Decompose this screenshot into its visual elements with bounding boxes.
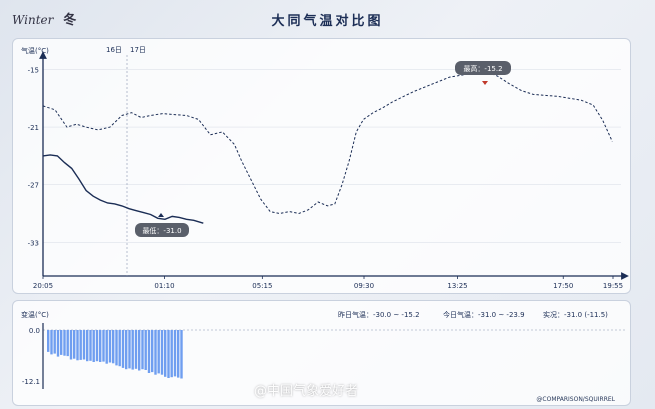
y-tick-label: -21 bbox=[28, 124, 39, 132]
change-bar bbox=[69, 330, 73, 360]
max-label-box bbox=[455, 61, 511, 75]
change-bar bbox=[157, 330, 160, 374]
series-line-yesterday bbox=[42, 70, 613, 215]
min-marker bbox=[158, 213, 164, 217]
change-bar bbox=[86, 330, 89, 362]
temperature-change-panel: 变温(°C) 昨日气温：-30.0 ~ -15.2 今日气温：-31.0 ~ -… bbox=[12, 300, 631, 406]
day-label-16: 16日 bbox=[106, 46, 122, 54]
change-bar bbox=[112, 330, 115, 364]
change-bar bbox=[134, 330, 138, 369]
sub-y-axis-label: 变温(°C) bbox=[21, 310, 49, 319]
change-bar bbox=[108, 330, 112, 363]
change-bar bbox=[177, 330, 180, 378]
change-bar bbox=[160, 330, 164, 375]
temperature-chart-panel: 气温(°C) 16日 17日 -15 -21 -27 -33 20:05 01:10 05… bbox=[12, 38, 631, 294]
x-tick-label: 09:30 bbox=[354, 282, 374, 290]
series-line-today bbox=[42, 154, 204, 224]
change-bar bbox=[125, 330, 128, 370]
change-bar bbox=[66, 330, 69, 357]
change-bar bbox=[167, 330, 170, 378]
logo-text: Winter bbox=[12, 13, 54, 27]
change-bar bbox=[141, 330, 144, 370]
change-bar bbox=[50, 330, 53, 355]
page-title: 大同气温对比图 bbox=[271, 14, 384, 29]
sub-y-tick-label: -12.1 bbox=[22, 378, 40, 386]
change-bar bbox=[128, 330, 131, 369]
change-bar bbox=[121, 330, 125, 368]
change-bar bbox=[105, 330, 108, 364]
change-bar bbox=[76, 330, 79, 361]
change-bar bbox=[151, 330, 154, 373]
app-logo: Winter 冬 bbox=[12, 9, 76, 28]
change-bar bbox=[131, 330, 134, 370]
x-tick-label: 13:25 bbox=[447, 282, 467, 290]
change-bar bbox=[138, 330, 141, 371]
change-bar bbox=[154, 330, 157, 375]
realtime-label: 实况：-31.0 (-11.5) bbox=[543, 310, 608, 319]
change-bar bbox=[56, 330, 60, 357]
min-label-box bbox=[135, 223, 189, 237]
y-tick-label: -33 bbox=[28, 239, 39, 247]
x-tick-label: 01:10 bbox=[154, 282, 174, 290]
sub-y-tick-label: 0.0 bbox=[29, 327, 40, 335]
temperature-chart: 气温(°C) 16日 17日 -15 -21 -27 -33 20:05 01:10 05… bbox=[21, 46, 629, 290]
max-label: 最高：-15.2 bbox=[463, 64, 502, 73]
change-bar bbox=[164, 330, 167, 377]
x-tick-label: 20:05 bbox=[33, 282, 53, 290]
season-label: 冬 bbox=[63, 13, 77, 28]
y-tick-label: -27 bbox=[28, 182, 39, 190]
yesterday-range-label: 昨日气温：-30.0 ~ -15.2 bbox=[338, 310, 420, 319]
today-range-label: 今日气温：-31.0 ~ -23.9 bbox=[443, 310, 525, 319]
temperature-change-chart: 变温(°C) 昨日气温：-30.0 ~ -15.2 今日气温：-31.0 ~ -… bbox=[21, 310, 625, 389]
change-bar bbox=[144, 330, 147, 370]
change-bar bbox=[147, 330, 151, 373]
change-bar bbox=[95, 330, 99, 362]
change-bar bbox=[73, 330, 76, 359]
watermark: @中国气象爱好者 bbox=[254, 384, 359, 399]
y-axis-label: 气温(°C) bbox=[21, 46, 49, 55]
change-bar bbox=[115, 330, 118, 366]
min-label: 最低：-31.0 bbox=[142, 226, 181, 235]
change-bar bbox=[53, 330, 56, 354]
change-bar bbox=[180, 330, 183, 379]
change-bar bbox=[47, 330, 50, 352]
change-bar bbox=[102, 330, 105, 362]
x-tick-label: 05:15 bbox=[252, 282, 272, 290]
change-bar bbox=[99, 330, 102, 362]
x-tick-label: 17:50 bbox=[553, 282, 573, 290]
change-bar bbox=[118, 330, 121, 367]
change-bar bbox=[60, 330, 63, 355]
change-bar bbox=[173, 330, 177, 377]
change-bar bbox=[170, 330, 173, 378]
day-label-17: 17日 bbox=[130, 46, 146, 54]
y-tick-label: -15 bbox=[28, 66, 39, 74]
max-marker bbox=[482, 81, 488, 85]
change-bar bbox=[92, 330, 95, 362]
change-bar bbox=[89, 330, 92, 361]
credit-label: @COMPARISON/SQUIRREL bbox=[536, 396, 615, 403]
change-bar bbox=[79, 330, 82, 360]
x-tick-label: 19:55 bbox=[603, 282, 623, 290]
change-bar bbox=[63, 330, 66, 356]
change-bar bbox=[82, 330, 86, 360]
